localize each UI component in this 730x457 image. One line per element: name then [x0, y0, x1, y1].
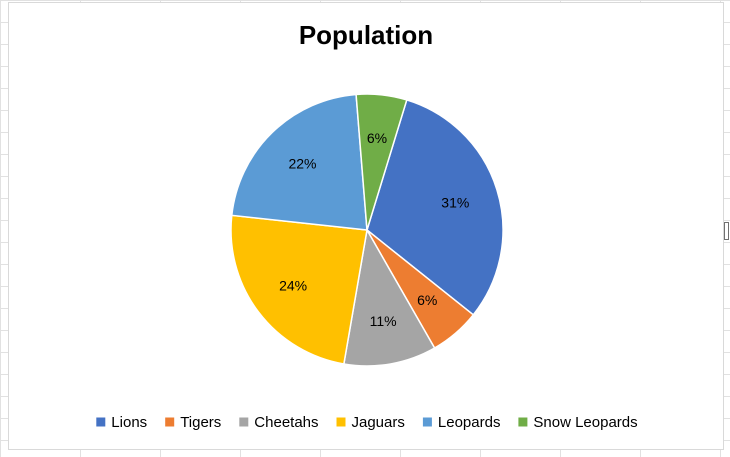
data-label-cheetahs: 11%: [370, 313, 397, 329]
legend-label-leopards: Leopards: [438, 414, 501, 431]
data-label-snow-leopards: 6%: [367, 130, 387, 146]
legend-swatch-snow-leopards: [518, 417, 528, 427]
chart-resize-handle[interactable]: [724, 222, 729, 240]
legend-item-lions[interactable]: Lions: [96, 414, 147, 431]
pie-slices: [230, 93, 504, 367]
pie-slice-leopards[interactable]: [230, 93, 368, 231]
data-label-tigers: 6%: [417, 292, 437, 308]
pie-slice-cheetahs[interactable]: [342, 227, 436, 367]
legend-label-jaguars: Jaguars: [352, 414, 405, 431]
chart-title: Population: [299, 20, 433, 50]
data-label-lions: 31%: [441, 195, 469, 211]
pie-slice-jaguars[interactable]: [230, 214, 368, 365]
data-label-jaguars: 24%: [279, 278, 307, 294]
legend-item-leopards[interactable]: Leopards: [422, 414, 501, 431]
legend-swatch-jaguars: [336, 417, 346, 427]
legend-item-snow-leopards[interactable]: Snow Leopards: [518, 414, 638, 431]
legend-item-cheetahs[interactable]: Cheetahs: [239, 414, 319, 431]
pie-slice-snow-leopards[interactable]: [355, 93, 408, 231]
legend-item-tigers[interactable]: Tigers: [165, 414, 221, 431]
pie-slice-lions[interactable]: [366, 99, 504, 316]
legend-label-snow-leopards: Snow Leopards: [533, 414, 637, 431]
legend-label-cheetahs: Cheetahs: [254, 414, 318, 431]
data-labels: 31% 6% 11% 24% 22% 6%: [279, 130, 469, 329]
legend-swatch-cheetahs: [239, 417, 249, 427]
legend-label-tigers: Tigers: [180, 414, 221, 431]
legend[interactable]: Lions Tigers Cheetahs Jaguars Leopards Snow L…: [96, 414, 638, 431]
legend-swatch-lions: [96, 417, 106, 427]
legend-swatch-tigers: [165, 417, 175, 427]
legend-swatch-leopards: [422, 417, 432, 427]
data-label-leopards: 22%: [288, 156, 316, 172]
legend-label-lions: Lions: [111, 414, 147, 431]
legend-item-jaguars[interactable]: Jaguars: [336, 414, 405, 431]
